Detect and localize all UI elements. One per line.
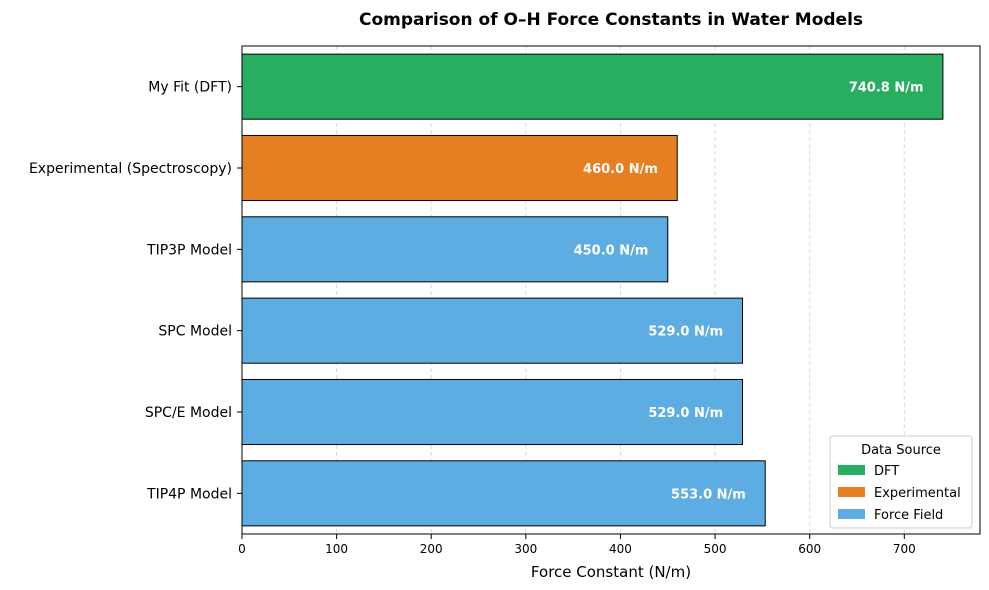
category-labels: My Fit (DFT) Experimental (Spectroscopy) T…	[29, 80, 242, 502]
category-label: TIP3P Model	[146, 242, 232, 258]
plot-frame	[241, 45, 981, 535]
legend-box	[829, 435, 973, 529]
x-tick-label: 0	[238, 542, 246, 556]
x-axis-label: Force Constant (N/m)	[531, 563, 691, 581]
legend-swatch	[838, 487, 865, 497]
category-label: Experimental (Spectroscopy)	[29, 161, 232, 177]
x-tick-label: 400	[609, 542, 632, 556]
category-label: SPC Model	[158, 324, 232, 340]
x-tick-label: 200	[420, 542, 443, 556]
bar-value-label: 460.0 N/m	[583, 162, 658, 177]
bar	[241, 378, 744, 446]
chart-title: Comparison of O–H Force Constants in Wat…	[359, 10, 863, 30]
bar	[241, 297, 744, 364]
x-tick-label: 600	[798, 542, 821, 556]
x-tick-label: 100	[325, 542, 348, 556]
bar-value-label: 529.0 N/m	[648, 325, 723, 340]
bar	[241, 53, 944, 120]
legend-entry-label: DFT	[874, 464, 899, 479]
bar-value-label: 740.8 N/m	[849, 81, 924, 96]
bar	[241, 134, 678, 202]
legend-entry-label: Force Field	[874, 508, 943, 523]
bar-value-label: 553.0 N/m	[671, 487, 746, 502]
x-tick-label: 500	[704, 542, 727, 556]
bars-layer: 740.8 N/m 460.0 N/m 450.0 N/m 529.0 N/m 529.…	[241, 53, 944, 527]
legend-entry-label: Experimental	[874, 486, 961, 501]
legend-title: Data Source	[861, 443, 941, 458]
x-tick-label: 700	[893, 542, 916, 556]
category-label: SPC/E Model	[145, 405, 232, 421]
legend-swatch	[838, 465, 865, 475]
category-label: TIP4P Model	[146, 486, 232, 502]
ticks-layer: 0 100 200 300 400 500 600 700	[238, 534, 916, 556]
legend-swatch	[838, 509, 865, 519]
legend: Data Source DFT Experimental Force Field	[829, 435, 973, 529]
x-tick-label: 300	[514, 542, 537, 556]
bar-value-label: 450.0 N/m	[574, 243, 649, 258]
bar	[241, 460, 766, 527]
category-label: My Fit (DFT)	[148, 80, 232, 96]
bar-value-label: 529.0 N/m	[648, 406, 723, 421]
